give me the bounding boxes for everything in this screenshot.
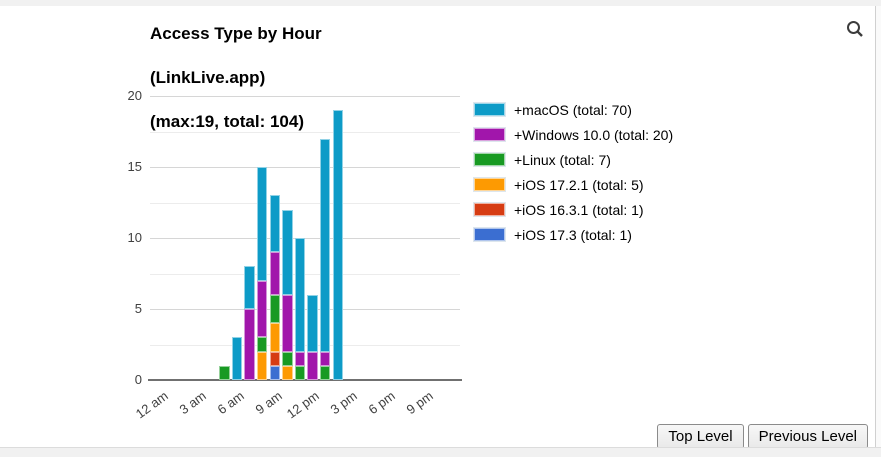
gridline-major — [150, 167, 460, 168]
bar-segment-Linux[interactable] — [319, 365, 331, 380]
bar-segment-macOS[interactable] — [244, 266, 255, 309]
legend-label: +Windows 10.0 (total: 20) — [514, 126, 674, 143]
right-edge-strip — [875, 6, 881, 447]
bar-segment-macOS[interactable] — [332, 110, 344, 380]
gridline-major — [150, 96, 460, 97]
legend-label: +macOS (total: 70) — [514, 101, 632, 118]
bar-segment-iOS-17-3[interactable] — [269, 365, 281, 380]
bar-segment-macOS[interactable] — [319, 138, 331, 352]
gridline-minor — [150, 131, 460, 133]
legend-swatch — [473, 177, 506, 192]
bar-11am[interactable] — [294, 238, 306, 380]
chart-legend: +macOS (total: 70) +Windows 10.0 (total: … — [473, 97, 674, 247]
bar-10am[interactable] — [282, 209, 293, 380]
top-level-button[interactable]: Top Level — [657, 424, 744, 449]
bottom-edge-strip — [0, 447, 881, 457]
y-axis-tick-label: 10 — [127, 230, 142, 245]
bar-8am[interactable] — [256, 167, 268, 380]
bar-5am[interactable] — [219, 365, 230, 380]
y-axis-tick-label: 15 — [127, 159, 142, 174]
legend-label: +Linux (total: 7) — [514, 151, 611, 168]
y-axis-tick-label: 20 — [127, 88, 142, 103]
legend-swatch — [473, 127, 506, 142]
legend-item[interactable]: +Linux (total: 7) — [473, 147, 673, 172]
bar-segment-macOS[interactable] — [269, 195, 281, 253]
chart-title: Access Type by Hour (LinkLive.app) (max:… — [150, 23, 322, 133]
legend-item[interactable]: +iOS 16.3.1 (total: 1) — [473, 197, 673, 222]
bar-segment-macOS[interactable] — [231, 337, 243, 380]
bar-12pm[interactable] — [307, 294, 318, 380]
bar-segment-Windows-10-0[interactable] — [282, 294, 293, 352]
legend-item[interactable]: +macOS (total: 70) — [473, 97, 673, 122]
previous-level-button[interactable]: Previous Level — [747, 424, 868, 449]
top-edge-strip — [0, 0, 881, 6]
legend-item[interactable]: +iOS 17.2.1 (total: 5) — [473, 172, 673, 197]
chart-title-line1: Access Type by Hour — [150, 24, 322, 43]
legend-swatch — [473, 102, 506, 117]
y-axis-tick-label: 0 — [134, 372, 142, 387]
bar-segment-macOS[interactable] — [256, 167, 268, 281]
search-icon — [847, 21, 863, 37]
bar-segment-iOS-16-3-1[interactable] — [269, 351, 281, 366]
drilldown-nav: Top Level Previous Level — [657, 424, 868, 449]
bar-6am[interactable] — [231, 337, 243, 380]
legend-swatch — [473, 152, 506, 167]
bar-segment-macOS[interactable] — [294, 238, 306, 352]
bar-segment-macOS[interactable] — [307, 294, 318, 352]
legend-item[interactable]: +Windows 10.0 (total: 20) — [473, 122, 674, 147]
legend-label: +iOS 16.3.1 (total: 1) — [514, 201, 644, 218]
bar-segment-Windows-10-0[interactable] — [307, 351, 318, 380]
bar-segment-Linux[interactable] — [219, 365, 230, 380]
bar-segment-Windows-10-0[interactable] — [256, 280, 268, 338]
bar-segment-Windows-10-0[interactable] — [244, 309, 255, 380]
bar-segment-iOS-17-2-1[interactable] — [256, 351, 268, 380]
legend-label: +iOS 17.2.1 (total: 5) — [514, 176, 644, 193]
legend-swatch — [473, 227, 506, 242]
bar-segment-iOS-17-2-1[interactable] — [282, 365, 293, 380]
bar-segment-iOS-17-2-1[interactable] — [269, 323, 281, 352]
search-button[interactable] — [843, 18, 867, 42]
bar-segment-Linux[interactable] — [256, 337, 268, 352]
plot-area: 0 5 10 15 20 12 am 3 am 6 am 9 am 12 pm 3 pm 6 pm 9 … — [128, 88, 462, 421]
bar-segment-Linux[interactable] — [294, 365, 306, 380]
chart-title-line2: (LinkLive.app) — [150, 68, 266, 87]
legend-label: +iOS 17.3 (total: 1) — [514, 226, 632, 243]
chart-title-line3: (max:19, total: 104) — [150, 112, 304, 131]
bar-segment-Windows-10-0[interactable] — [319, 351, 331, 366]
bar-segment-Linux[interactable] — [269, 294, 281, 324]
legend-item[interactable]: +iOS 17.3 (total: 1) — [473, 222, 673, 247]
legend-swatch — [473, 202, 506, 217]
bar-9am[interactable] — [269, 195, 281, 380]
bar-segment-Linux[interactable] — [282, 351, 293, 366]
bar-segment-Windows-10-0[interactable] — [294, 351, 306, 366]
x-axis-line — [148, 379, 462, 381]
bar-7am[interactable] — [244, 266, 255, 380]
gridline-minor — [150, 202, 460, 204]
bar-segment-macOS[interactable] — [282, 209, 293, 295]
bar-2pm[interactable] — [332, 110, 344, 380]
y-axis-tick-label: 5 — [134, 301, 142, 316]
bar-1pm[interactable] — [319, 138, 331, 380]
bar-segment-Windows-10-0[interactable] — [269, 252, 281, 295]
